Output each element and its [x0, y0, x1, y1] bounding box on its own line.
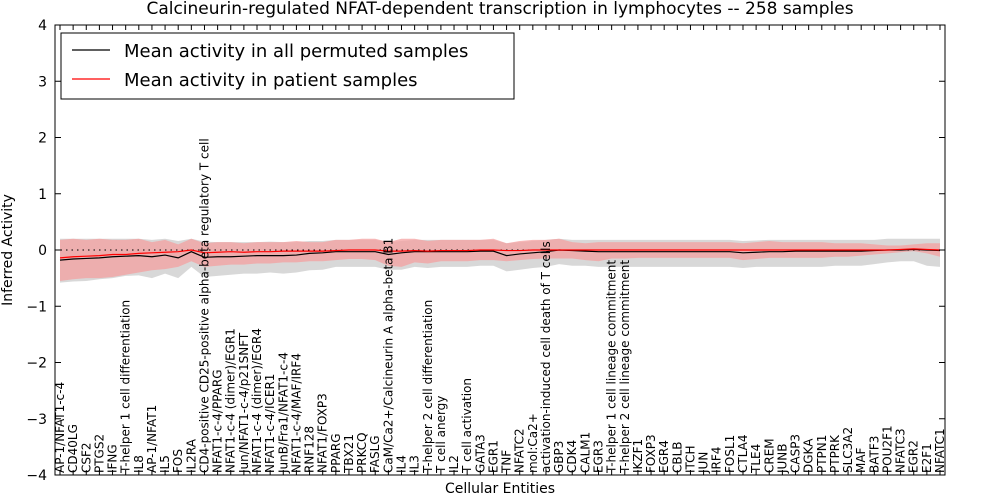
x-tick-label: RNF128: [303, 426, 317, 473]
x-tick-label: JunB/Fra1/NFAT1-c-4: [276, 352, 290, 474]
band-patient: [60, 238, 940, 281]
x-tick-label: PPARG: [329, 433, 343, 473]
x-tick-label: CD4-positive CD25-positive alpha-beta re…: [197, 138, 211, 473]
x-tick-label: CTLA4: [736, 434, 750, 473]
x-tick-label: NFAT1-c-4 (dimer)/EGR4: [250, 328, 264, 473]
x-tick-label: POU2F1: [880, 425, 894, 473]
y-tick-label: −3: [26, 412, 47, 428]
x-tick-label: T-helper 1 cell differentiation: [119, 300, 133, 474]
x-tick-label: T cell anergy: [434, 396, 448, 474]
x-tick-label: PRKCQ: [355, 432, 369, 473]
x-tick-label: EGR1: [486, 440, 500, 473]
x-tick-label: CD40LG: [66, 424, 80, 473]
x-tick-label: activation-induced cell death of T cells: [539, 241, 553, 473]
x-tick-label: CASP3: [789, 434, 803, 473]
x-tick-label: JUN: [697, 452, 711, 474]
x-tick-label: CaM/Ca2+/Calcineurin A alpha-beta B1: [381, 238, 395, 473]
line-patient: [59, 248, 941, 259]
y-tick-label: −4: [26, 468, 47, 484]
x-tick-label: NFAT1-c-4/PPARG: [211, 369, 225, 473]
chart-title: Calcineurin-regulated NFAT-dependent tra…: [146, 0, 853, 19]
x-tick-label: IL5: [158, 455, 172, 473]
y-tick-label: −2: [26, 356, 47, 372]
x-tick-label: FOXP3: [644, 434, 658, 473]
x-tick-label: GBP3: [552, 441, 566, 473]
x-axis-label: Cellular Entities: [445, 481, 555, 497]
y-tick-label: −1: [26, 299, 47, 315]
x-tick-label: JUNB: [775, 443, 789, 474]
x-tick-label: NFATC2: [513, 428, 527, 473]
line-permuted: [59, 248, 941, 261]
x-tick-label: NFAT1-c-4/ICER1: [263, 374, 277, 473]
x-tick-label: AP-1/NFAT1-c-4: [53, 382, 67, 473]
x-tick-label: FOS: [171, 449, 185, 473]
x-tick-label: MAF: [854, 447, 868, 473]
x-tick-label: DGKA: [802, 438, 816, 473]
x-tick-label: SLC3A2: [841, 427, 855, 473]
x-tick-label: BATF3: [867, 436, 881, 473]
x-tick-label: CBLB: [670, 441, 684, 473]
y-tick-label: 0: [38, 243, 47, 259]
x-tick-label: PTGS2: [92, 434, 106, 473]
y-tick-label: 1: [38, 187, 47, 203]
y-axis-label: Inferred Activity: [0, 194, 16, 306]
x-tick-label: FOSL1: [723, 435, 737, 473]
x-tick-label: IL4: [394, 455, 408, 473]
legend-label-patient: Mean activity in patient samples: [124, 70, 418, 91]
legend-label-permuted: Mean activity in all permuted samples: [124, 41, 468, 62]
x-tick-label: NFAT1-c-4 (dimer)/EGR1: [224, 328, 238, 473]
x-tick-label: mol:Ca2+: [526, 413, 540, 473]
x-tick-label: CALM1: [578, 432, 592, 473]
legend: Mean activity in all permuted samples Me…: [60, 32, 515, 100]
y-tick-label: 3: [38, 74, 47, 90]
x-tick-label: IRF4: [710, 447, 724, 473]
x-tick-label: CREM: [762, 438, 776, 473]
x-tick-label: ITCH: [683, 445, 697, 473]
x-tick-label: IL2RA: [184, 438, 198, 473]
x-tick-label: IL3: [408, 455, 422, 473]
x-tick-label: NFATC3: [894, 428, 908, 473]
x-tick-label: T-helper 1 cell lineage commitment: [605, 260, 619, 474]
x-tick-label: CSF2: [79, 442, 93, 473]
x-tick-label: NFATC1: [933, 428, 947, 473]
x-tick-label: NFAT1/FOXP3: [316, 393, 330, 473]
x-tick-label: NFAT1-c-4/MAF/IRF4: [289, 353, 303, 473]
x-tick-label: TLE4: [749, 444, 763, 474]
x-tick-label: Jun/NFAT1-c-4/p21SNFT: [237, 332, 251, 474]
plot-area: 4 3 2 1 0 −1 −2 −3 −4 AP-1/NFAT1-c-4 CD40LG CSF2 PTG…: [26, 18, 947, 484]
y-tick-label: 4: [38, 18, 47, 34]
x-tick-label: TNF: [500, 450, 514, 474]
x-tick-label: IL2: [447, 455, 461, 473]
x-tick-label: PTPN1: [815, 435, 829, 473]
x-tick-label: IFNG: [106, 444, 120, 473]
x-tick-label: T cell activation: [460, 378, 474, 474]
x-tick-label: T-helper 2 cell differentiation: [421, 300, 435, 474]
legend-box: [60, 32, 515, 100]
x-tick-label: PTPRK: [828, 434, 842, 473]
x-tick-label: E2F1: [920, 443, 934, 473]
x-tick-label: AP-1/NFAT1: [145, 405, 159, 473]
x-tick-label: IL8: [132, 455, 146, 473]
x-tick-label: T-helper 2 cell lineage commitment: [618, 260, 632, 474]
x-tick-label: FASLG: [368, 435, 382, 473]
x-tick-label: GATA3: [473, 434, 487, 473]
y-tick-label: 2: [38, 131, 47, 147]
x-tick-label: TBX21: [342, 434, 356, 474]
x-tick-label: EGR3: [592, 440, 606, 473]
x-tick-label: EGR4: [657, 440, 671, 473]
x-tick-label: IKZF1: [631, 439, 645, 473]
x-tick-label: EGR2: [907, 440, 921, 473]
x-tick-label: CDK4: [565, 440, 579, 473]
